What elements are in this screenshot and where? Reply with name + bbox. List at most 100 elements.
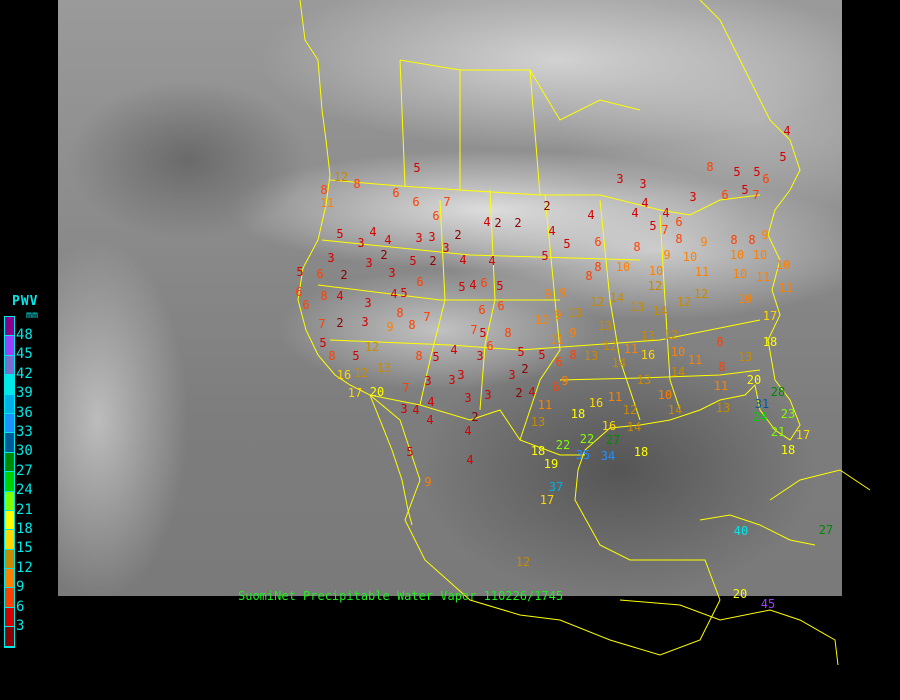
station-pwv-value: 4 <box>662 206 670 220</box>
station-pwv-value: 9 <box>544 287 552 301</box>
canada-line-b <box>529 69 541 196</box>
legend-tick-label: 6 <box>16 598 25 615</box>
station-pwv-value: 6 <box>497 299 505 313</box>
station-pwv-value: 10 <box>732 267 748 281</box>
station-pwv-value: 5 <box>649 219 657 233</box>
satellite-image <box>58 0 842 596</box>
station-pwv-value: 4 <box>450 343 458 357</box>
legend-unit: mm <box>26 310 39 321</box>
central-america-coast <box>619 599 839 666</box>
station-pwv-value: 9 <box>386 320 394 334</box>
station-pwv-value: 14 <box>609 291 625 305</box>
station-pwv-value: 3 <box>428 230 436 244</box>
station-pwv-value: 8 <box>328 349 336 363</box>
station-pwv-value: 18 <box>780 443 796 457</box>
legend-tick-label: 18 <box>16 521 33 537</box>
station-pwv-value: 31 <box>754 397 770 411</box>
station-pwv-value: 4 <box>631 206 639 220</box>
station-pwv-value: 9 <box>561 374 569 388</box>
canada-line-a <box>399 59 641 121</box>
station-pwv-value: 6 <box>552 380 560 394</box>
station-pwv-value: 18 <box>762 335 778 349</box>
station-pwv-value: 2 <box>429 254 437 268</box>
station-pwv-value: 19 <box>543 457 559 471</box>
station-pwv-value: 13 <box>376 361 392 375</box>
station-pwv-value: 13 <box>737 350 753 364</box>
station-pwv-value: 13 <box>640 329 656 343</box>
station-pwv-value: 3 <box>616 172 624 186</box>
station-pwv-value: 4 <box>466 453 474 467</box>
station-pwv-value: 8 <box>320 289 328 303</box>
station-pwv-value: 4 <box>488 254 496 268</box>
station-pwv-value: 6 <box>675 215 683 229</box>
station-pwv-value: 2 <box>543 199 551 213</box>
station-pwv-value: 12 <box>589 295 605 309</box>
station-pwv-value: 8 <box>748 233 756 247</box>
legend-swatch <box>5 607 14 628</box>
image-caption: SuomiNet Precipitable Water Vapor 110226… <box>238 589 564 603</box>
legend-colorbar <box>4 316 15 648</box>
station-pwv-value: 5 <box>779 150 787 164</box>
station-pwv-value: 40 <box>733 524 749 538</box>
caribbean-islands <box>769 469 871 501</box>
station-pwv-value: 7 <box>470 323 478 337</box>
legend-swatch <box>5 549 14 570</box>
station-pwv-value: 12 <box>693 287 709 301</box>
station-pwv-value: 9 <box>554 308 562 322</box>
state-lines-9 <box>559 369 761 381</box>
station-pwv-value: 6 <box>416 275 424 289</box>
station-pwv-value: 3 <box>327 251 335 265</box>
station-pwv-value: 5 <box>741 183 749 197</box>
canada-province-line-west <box>399 59 406 187</box>
station-pwv-value: 5 <box>538 348 546 362</box>
station-pwv-value: 4 <box>426 413 434 427</box>
legend-tick-label: 36 <box>16 404 33 421</box>
legend-swatch <box>5 355 14 376</box>
station-pwv-value: 4 <box>469 278 477 292</box>
station-pwv-value: 14 <box>667 403 683 417</box>
station-pwv-value: 6 <box>486 339 494 353</box>
station-pwv-value: 10 <box>648 264 664 278</box>
station-pwv-value: 4 <box>641 196 649 210</box>
station-pwv-value: 3 <box>400 402 408 416</box>
station-pwv-value: 10 <box>615 260 631 274</box>
station-pwv-value: 13 <box>629 300 645 314</box>
legend-swatch <box>5 569 14 589</box>
station-pwv-value: 11 <box>549 333 565 347</box>
station-pwv-value: 27 <box>605 433 621 447</box>
station-pwv-value: 5 <box>458 280 466 294</box>
legend-swatch <box>5 491 14 511</box>
legend-swatch <box>5 510 14 531</box>
station-pwv-value: 4 <box>336 289 344 303</box>
station-pwv-value: 18 <box>633 445 649 459</box>
legend-tick-label: 12 <box>16 559 33 576</box>
station-pwv-value: 5 <box>296 265 304 279</box>
station-pwv-value: 4 <box>412 403 420 417</box>
station-pwv-value: 16 <box>640 348 656 362</box>
state-lines-3 <box>329 319 761 351</box>
station-pwv-value: 13 <box>583 349 599 363</box>
legend-swatch <box>5 627 14 647</box>
station-pwv-value: 3 <box>639 177 647 191</box>
station-pwv-value: 14 <box>611 356 627 370</box>
station-pwv-value: 5 <box>479 326 487 340</box>
station-pwv-value: 11 <box>713 379 729 393</box>
station-pwv-value: 3 <box>448 373 456 387</box>
station-pwv-value: 16 <box>336 368 352 382</box>
station-pwv-value: 3 <box>388 266 396 280</box>
legend-tick-label: 21 <box>16 501 33 518</box>
legend-swatch <box>5 394 14 414</box>
state-lines-1 <box>321 239 641 261</box>
station-pwv-value: 8 <box>594 260 602 274</box>
station-pwv-value: 11 <box>694 265 710 279</box>
station-pwv-value: 3 <box>364 296 372 310</box>
station-pwv-value: 7 <box>402 381 410 395</box>
station-pwv-value: 27 <box>818 523 834 537</box>
station-pwv-value: 11 <box>607 390 623 404</box>
station-pwv-value: 6 <box>316 267 324 281</box>
cuba-coastline <box>699 514 816 546</box>
station-pwv-value: 10 <box>682 250 698 264</box>
state-lines-6 <box>519 194 561 441</box>
legend-swatch <box>5 317 14 337</box>
station-pwv-value: 5 <box>517 345 525 359</box>
